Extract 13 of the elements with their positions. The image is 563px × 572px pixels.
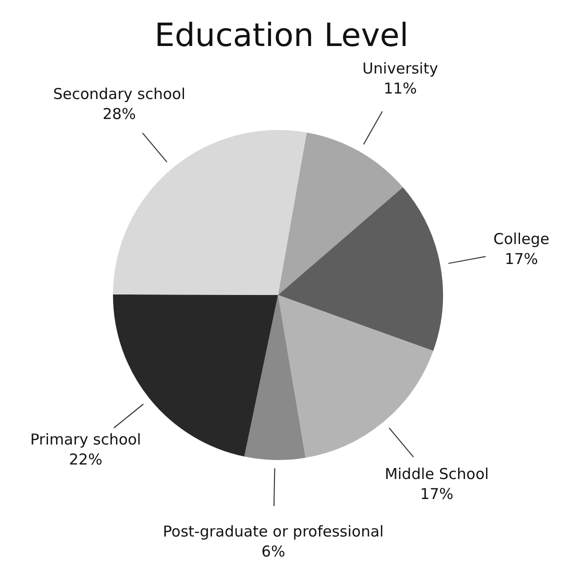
slice-label: College [493,230,550,248]
slice-label: Primary school [30,430,142,449]
slice-label: Middle School [384,464,489,483]
data-label: 22% [69,450,102,469]
slice-label: Secondary school [53,85,186,104]
chart-title: Education Level [154,16,410,54]
data-label: 28% [102,105,136,124]
slice-label: University [362,60,438,78]
data-label: 17% [420,484,454,503]
slice-label: Post-graduate or professional [162,522,384,540]
data-label: 6% [261,542,286,560]
data-label: 17% [504,250,538,268]
data-label: 11% [384,80,417,98]
